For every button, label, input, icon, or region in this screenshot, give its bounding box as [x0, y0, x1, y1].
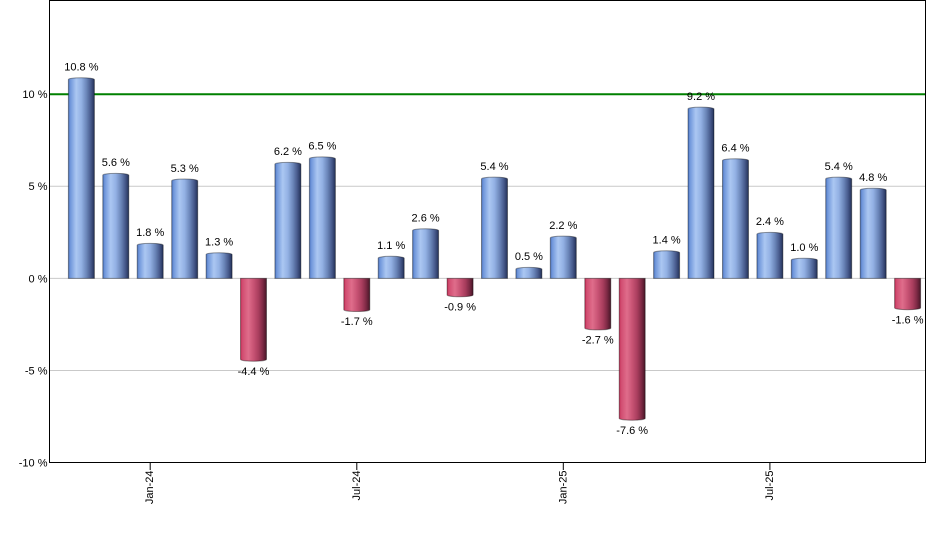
svg-text:-4.4 %: -4.4 % — [238, 366, 270, 378]
svg-text:-2.7 %: -2.7 % — [582, 335, 614, 347]
svg-text:Jan-25: Jan-25 — [557, 471, 569, 505]
svg-text:10 %: 10 % — [22, 89, 47, 101]
svg-text:1.3 %: 1.3 % — [205, 237, 233, 249]
svg-text:5.3 %: 5.3 % — [171, 163, 199, 175]
svg-text:2.4 %: 2.4 % — [756, 216, 784, 228]
svg-text:2.6 %: 2.6 % — [412, 213, 440, 225]
svg-text:Jul-25: Jul-25 — [764, 471, 776, 501]
svg-text:-1.6 %: -1.6 % — [892, 314, 924, 326]
svg-text:Jul-24: Jul-24 — [351, 471, 363, 501]
svg-text:-7.6 %: -7.6 % — [616, 425, 648, 437]
svg-text:6.5 %: 6.5 % — [308, 141, 336, 153]
svg-text:-10 %: -10 % — [19, 458, 48, 470]
svg-text:6.2 %: 6.2 % — [274, 146, 302, 158]
svg-text:0.5 %: 0.5 % — [515, 251, 543, 263]
svg-text:-1.7 %: -1.7 % — [341, 316, 373, 328]
svg-text:1.0 %: 1.0 % — [790, 242, 818, 254]
svg-text:-5 %: -5 % — [25, 365, 48, 377]
svg-text:-0.9 %: -0.9 % — [444, 302, 476, 314]
svg-text:1.1 %: 1.1 % — [377, 240, 405, 252]
svg-text:1.8 %: 1.8 % — [136, 227, 164, 239]
svg-text:5.4 %: 5.4 % — [480, 161, 508, 173]
svg-text:0 %: 0 % — [29, 273, 48, 285]
svg-text:6.4 %: 6.4 % — [721, 143, 749, 155]
svg-text:10.8 %: 10.8 % — [64, 62, 98, 74]
svg-text:1.4 %: 1.4 % — [653, 235, 681, 247]
svg-text:9.2 %: 9.2 % — [687, 91, 715, 103]
svg-text:5 %: 5 % — [29, 181, 48, 193]
svg-text:Jan-24: Jan-24 — [144, 471, 156, 505]
svg-text:5.4 %: 5.4 % — [825, 161, 853, 173]
svg-text:5.6 %: 5.6 % — [102, 157, 130, 169]
svg-text:2.2 %: 2.2 % — [549, 220, 577, 232]
svg-text:4.8 %: 4.8 % — [859, 172, 887, 184]
